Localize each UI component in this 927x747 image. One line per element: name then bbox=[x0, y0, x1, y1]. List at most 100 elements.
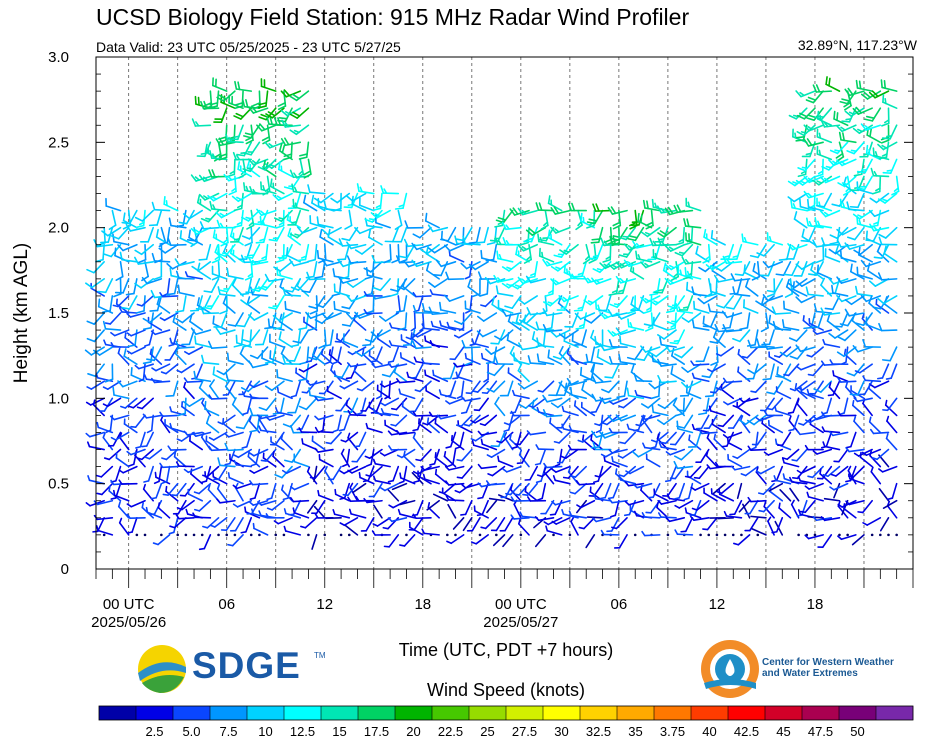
wind-barb bbox=[339, 465, 359, 475]
barb-staff bbox=[403, 455, 416, 468]
barb-feather bbox=[644, 231, 651, 236]
barb-staff bbox=[796, 403, 808, 417]
barb-staff bbox=[96, 516, 114, 521]
barb-feather bbox=[596, 348, 600, 358]
wind-barb bbox=[229, 226, 244, 243]
barb-feather bbox=[582, 434, 585, 441]
barb-staff bbox=[122, 380, 138, 388]
barb-feather bbox=[314, 396, 319, 402]
wind-barb bbox=[136, 397, 154, 410]
barb-feather bbox=[121, 221, 131, 225]
wind-barb bbox=[177, 284, 195, 297]
barb-feather bbox=[583, 378, 593, 381]
barb-feather bbox=[362, 343, 372, 347]
barb-feather bbox=[134, 282, 142, 289]
barb-staff bbox=[170, 243, 187, 247]
barb-feather bbox=[159, 317, 166, 322]
wind-barb bbox=[410, 332, 424, 348]
barb-feather bbox=[161, 480, 168, 484]
barb-staff bbox=[325, 208, 342, 212]
barb-feather bbox=[792, 477, 799, 480]
barb-feather bbox=[240, 299, 248, 306]
barb-feather bbox=[142, 361, 152, 365]
wind-barb bbox=[290, 380, 302, 398]
barb-staff bbox=[104, 327, 122, 331]
barb-staff bbox=[147, 226, 154, 243]
wind-barb bbox=[242, 329, 261, 343]
wind-barb bbox=[110, 341, 130, 348]
barb-feather bbox=[118, 469, 124, 474]
barb-feather bbox=[178, 221, 188, 225]
barb-feather bbox=[314, 319, 323, 325]
barb-feather bbox=[553, 254, 563, 258]
barb-feather bbox=[651, 198, 655, 208]
barb-staff bbox=[431, 344, 449, 348]
wind-barb bbox=[197, 262, 212, 280]
barb-staff bbox=[427, 506, 440, 519]
barb-staff bbox=[400, 226, 408, 243]
barb-staff bbox=[573, 404, 588, 417]
barb-staff bbox=[495, 516, 506, 532]
wind-barb bbox=[430, 320, 449, 331]
barb-feather bbox=[276, 386, 280, 394]
barb-feather bbox=[272, 314, 280, 322]
barb-staff bbox=[240, 107, 253, 120]
wind-barb bbox=[179, 482, 195, 497]
wind-barb bbox=[109, 414, 130, 421]
barb-feather bbox=[242, 168, 252, 173]
barb-staff bbox=[205, 440, 220, 451]
barb-feather bbox=[278, 331, 282, 340]
barb-feather bbox=[747, 369, 756, 375]
barb-feather bbox=[594, 423, 601, 427]
barb-feather bbox=[550, 402, 559, 409]
wind-barb bbox=[370, 346, 383, 363]
barb-staff bbox=[309, 191, 326, 195]
barb-staff bbox=[250, 226, 253, 244]
barb-staff bbox=[312, 260, 318, 278]
barb-staff bbox=[146, 511, 163, 519]
barb-feather bbox=[486, 371, 496, 377]
barb-feather bbox=[252, 102, 261, 107]
wind-barb bbox=[372, 475, 391, 485]
wind-barb bbox=[272, 312, 285, 330]
barb-staff bbox=[98, 346, 114, 356]
barb-feather bbox=[272, 450, 275, 458]
barb-staff bbox=[327, 226, 342, 236]
barb-staff bbox=[119, 260, 124, 278]
barb-staff bbox=[205, 465, 212, 482]
barb-staff bbox=[783, 307, 800, 314]
wind-barb bbox=[432, 369, 449, 383]
barb-staff bbox=[235, 464, 253, 468]
wind-barb bbox=[286, 211, 302, 229]
barb-feather bbox=[273, 266, 282, 272]
barb-feather bbox=[383, 258, 392, 264]
barb-feather bbox=[342, 493, 349, 497]
wind-barb bbox=[693, 300, 710, 314]
barb-feather bbox=[398, 480, 405, 484]
wind-barb bbox=[615, 275, 637, 284]
barb-feather bbox=[268, 143, 274, 148]
barb-feather bbox=[762, 377, 772, 381]
wind-barb bbox=[205, 435, 220, 451]
calm-dot bbox=[633, 533, 637, 537]
barb-feather bbox=[289, 485, 296, 491]
wind-barb bbox=[397, 312, 408, 331]
barb-feather bbox=[341, 323, 351, 327]
barb-staff bbox=[664, 431, 677, 445]
barb-staff bbox=[682, 226, 686, 244]
barb-feather bbox=[234, 105, 244, 110]
barb-staff bbox=[677, 427, 694, 434]
barb-feather bbox=[240, 292, 249, 296]
wind-barb bbox=[618, 397, 637, 409]
wind-barb bbox=[440, 230, 457, 246]
barb-staff bbox=[113, 394, 130, 400]
wind-barb bbox=[440, 226, 457, 242]
barb-staff bbox=[670, 372, 686, 383]
barb-staff bbox=[509, 352, 522, 366]
barb-staff bbox=[293, 460, 310, 468]
wind-barb bbox=[198, 534, 212, 551]
barb-staff bbox=[534, 534, 547, 548]
wind-barb bbox=[486, 226, 498, 246]
calm-dot bbox=[200, 533, 204, 537]
barb-staff bbox=[295, 380, 302, 397]
